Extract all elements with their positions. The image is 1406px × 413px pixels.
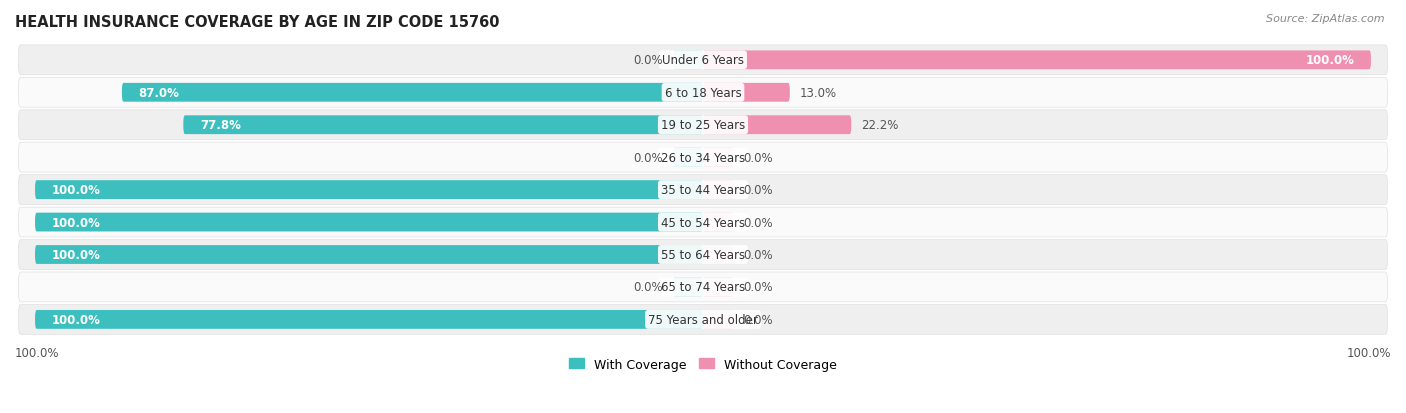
Legend: With Coverage, Without Coverage: With Coverage, Without Coverage [564,353,842,375]
Text: 0.0%: 0.0% [744,281,773,294]
Text: 100.0%: 100.0% [52,313,101,326]
FancyBboxPatch shape [18,111,1388,140]
Text: 35 to 44 Years: 35 to 44 Years [661,184,745,197]
FancyBboxPatch shape [18,143,1388,173]
FancyBboxPatch shape [703,213,733,232]
Text: Under 6 Years: Under 6 Years [662,54,744,67]
Text: 100.0%: 100.0% [52,248,101,261]
Text: 55 to 64 Years: 55 to 64 Years [661,248,745,261]
Text: 13.0%: 13.0% [800,87,837,100]
Text: HEALTH INSURANCE COVERAGE BY AGE IN ZIP CODE 15760: HEALTH INSURANCE COVERAGE BY AGE IN ZIP … [15,15,499,30]
FancyBboxPatch shape [673,278,703,297]
Text: 100.0%: 100.0% [1347,346,1391,359]
Text: 100.0%: 100.0% [52,184,101,197]
FancyBboxPatch shape [35,213,703,232]
Text: 100.0%: 100.0% [15,346,59,359]
Text: 65 to 74 Years: 65 to 74 Years [661,281,745,294]
FancyBboxPatch shape [183,116,703,135]
Text: 0.0%: 0.0% [744,248,773,261]
FancyBboxPatch shape [703,278,733,297]
Text: 0.0%: 0.0% [744,184,773,197]
FancyBboxPatch shape [18,305,1388,335]
Text: 87.0%: 87.0% [139,87,180,100]
Text: 0.0%: 0.0% [744,313,773,326]
Text: 26 to 34 Years: 26 to 34 Years [661,151,745,164]
FancyBboxPatch shape [18,240,1388,270]
FancyBboxPatch shape [673,148,703,167]
Text: 22.2%: 22.2% [862,119,898,132]
Text: 6 to 18 Years: 6 to 18 Years [665,87,741,100]
FancyBboxPatch shape [35,310,703,329]
Text: Source: ZipAtlas.com: Source: ZipAtlas.com [1267,14,1385,24]
FancyBboxPatch shape [18,208,1388,237]
FancyBboxPatch shape [703,245,733,264]
FancyBboxPatch shape [35,245,703,264]
Text: 0.0%: 0.0% [633,54,662,67]
FancyBboxPatch shape [703,310,733,329]
Text: 19 to 25 Years: 19 to 25 Years [661,119,745,132]
FancyBboxPatch shape [35,181,703,199]
FancyBboxPatch shape [673,51,703,70]
FancyBboxPatch shape [703,181,733,199]
Text: 100.0%: 100.0% [1305,54,1354,67]
Text: 0.0%: 0.0% [633,281,662,294]
Text: 0.0%: 0.0% [744,151,773,164]
FancyBboxPatch shape [703,116,851,135]
FancyBboxPatch shape [703,51,1371,70]
FancyBboxPatch shape [703,84,790,102]
FancyBboxPatch shape [122,84,703,102]
Text: 75 Years and older: 75 Years and older [648,313,758,326]
Text: 45 to 54 Years: 45 to 54 Years [661,216,745,229]
FancyBboxPatch shape [18,175,1388,205]
FancyBboxPatch shape [703,148,733,167]
Text: 100.0%: 100.0% [52,216,101,229]
FancyBboxPatch shape [18,46,1388,76]
Text: 0.0%: 0.0% [633,151,662,164]
FancyBboxPatch shape [18,272,1388,302]
Text: 0.0%: 0.0% [744,216,773,229]
Text: 77.8%: 77.8% [200,119,240,132]
FancyBboxPatch shape [18,78,1388,108]
